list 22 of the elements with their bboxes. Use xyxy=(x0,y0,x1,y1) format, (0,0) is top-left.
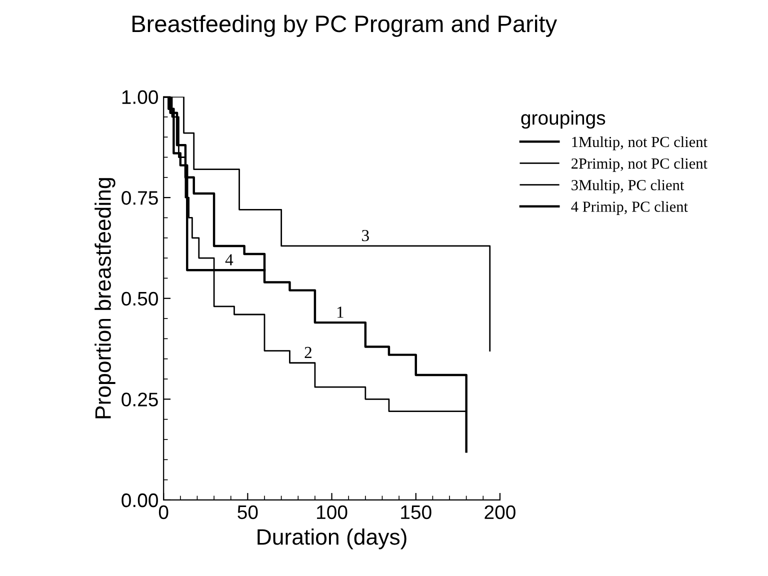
annotation: 3 xyxy=(362,230,369,242)
x-tick-label: 200 xyxy=(484,505,516,520)
x-tick-label: 0 xyxy=(158,505,168,520)
y-tick-label: 0.75 xyxy=(122,191,158,205)
y-tick-label: 0.25 xyxy=(122,392,158,406)
annotation: 1 xyxy=(337,306,344,318)
y-tick-label: 0.00 xyxy=(122,493,158,508)
legend-label: 3Multip, PC client xyxy=(572,180,684,194)
annotation: 2 xyxy=(304,346,312,358)
x-tick-label: 150 xyxy=(401,505,432,520)
legend-title: groupings xyxy=(521,110,606,129)
y-axis-title: Proportion breastfeeding xyxy=(94,178,116,418)
chart-title: Breastfeeding by PC Program and Parity xyxy=(132,14,558,37)
legend-label: 4 Primip, PC client xyxy=(571,201,688,215)
y-tick-label: 0.50 xyxy=(122,292,158,306)
x-axis-title: Duration (days) xyxy=(258,528,406,550)
x-tick-label: 50 xyxy=(238,505,258,520)
x-tick-label: 100 xyxy=(317,505,348,520)
legend-label: 1Multip, not PC client xyxy=(572,136,708,150)
legend-label: 2Primip, not PC client xyxy=(572,158,708,172)
annotation: 4 xyxy=(225,254,234,266)
y-tick-label: 1.00 xyxy=(122,90,158,104)
